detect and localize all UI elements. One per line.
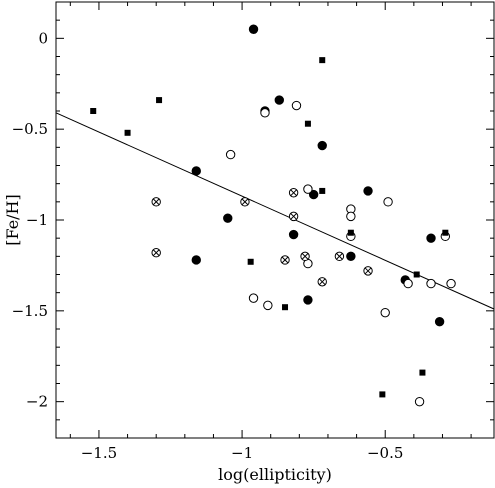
filled-square-point — [319, 57, 326, 64]
filled-circle-point — [317, 140, 327, 151]
x-tick-label: −0.5 — [367, 444, 403, 462]
crossed-circle-point — [151, 248, 161, 258]
filled-circle-point — [426, 233, 436, 243]
y-tick-label: −2 — [26, 393, 48, 411]
axis-ticks: −1.5 −1 −0.5 0 −0.5 −1 −1.5 −2 — [12, 1, 494, 462]
plot-frame — [55, 1, 495, 439]
open-circle-point — [383, 197, 393, 207]
x-tick-label: −1.5 — [81, 444, 117, 462]
crossed-circle-point — [288, 188, 299, 198]
open-circle-point — [263, 300, 273, 311]
filled-square-point — [90, 108, 97, 114]
filled-circle-point — [191, 255, 201, 265]
filled-circle-point — [346, 251, 356, 262]
y-tick-label: −1 — [26, 211, 48, 229]
crossed-circle-point — [363, 266, 373, 276]
filled-circle-point — [308, 189, 319, 200]
filled-square-point — [282, 304, 289, 311]
crossed-circle-point — [151, 197, 161, 207]
y-axis-label: [Fe/H] — [3, 194, 22, 246]
filled-circle-point — [223, 213, 233, 223]
y-tick-label: −0.5 — [12, 120, 48, 138]
filled-circle-point — [288, 229, 299, 240]
open-circle-point — [426, 278, 436, 289]
open-circle-point — [291, 100, 302, 111]
filled-square-point — [304, 120, 311, 127]
crossed-circle-point — [288, 211, 299, 222]
x-tick-label: −1 — [231, 444, 253, 462]
filled-circle-point — [191, 166, 201, 176]
fit-line — [55, 112, 495, 310]
crossed-circle-point — [240, 197, 250, 207]
open-circle-point — [260, 108, 270, 118]
open-circle-point — [446, 278, 456, 289]
crossed-circle-point — [334, 251, 345, 262]
open-circle-point — [414, 396, 425, 407]
crossed-circle-point — [317, 277, 327, 287]
open-circle-point — [403, 278, 413, 289]
open-circle-point — [303, 184, 313, 194]
open-circle-point — [346, 211, 356, 222]
filled-square-point — [124, 129, 131, 136]
crossed-circle-point — [300, 251, 310, 262]
crossed-circle-point — [280, 255, 290, 265]
filled-square-point — [413, 271, 420, 278]
filled-circle-point — [274, 95, 284, 105]
filled-circle-point — [303, 295, 313, 305]
filled-square-point — [419, 369, 426, 376]
x-axis-label: log(ellipticity) — [218, 465, 332, 484]
filled-circle-point — [363, 186, 373, 196]
y-tick-label: −1.5 — [12, 302, 48, 320]
filled-square-point — [442, 229, 449, 236]
data-points — [90, 24, 456, 407]
y-tick-label: 0 — [38, 29, 48, 47]
filled-square-point — [156, 97, 163, 104]
open-circle-point — [225, 149, 236, 160]
filled-circle-point — [248, 24, 259, 34]
filled-square-point — [247, 258, 254, 265]
open-circle-point — [248, 293, 259, 303]
filled-circle-point — [434, 317, 445, 327]
filled-square-point — [379, 391, 386, 398]
open-circle-point — [380, 307, 390, 318]
filled-square-point — [319, 187, 326, 194]
filled-square-point — [347, 229, 354, 236]
